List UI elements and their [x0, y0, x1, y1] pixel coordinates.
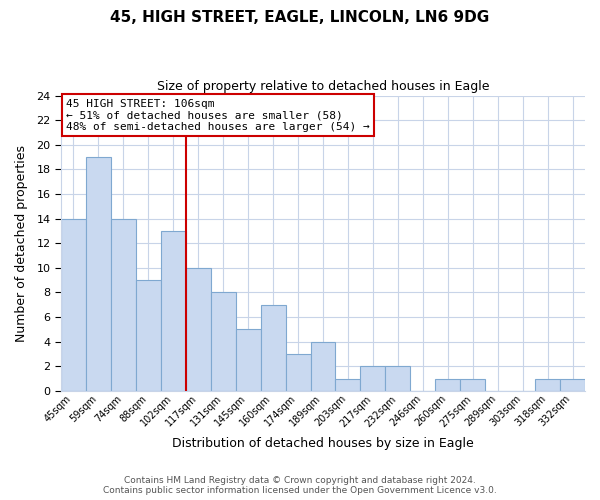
Bar — [136, 280, 161, 391]
X-axis label: Distribution of detached houses by size in Eagle: Distribution of detached houses by size … — [172, 437, 474, 450]
Text: Contains HM Land Registry data © Crown copyright and database right 2024.
Contai: Contains HM Land Registry data © Crown c… — [103, 476, 497, 495]
Bar — [435, 378, 460, 391]
Bar — [385, 366, 410, 391]
Bar — [211, 292, 236, 391]
Title: Size of property relative to detached houses in Eagle: Size of property relative to detached ho… — [157, 80, 489, 93]
Bar — [236, 330, 260, 391]
Bar — [535, 378, 560, 391]
Bar — [186, 268, 211, 391]
Bar — [460, 378, 485, 391]
Bar — [161, 231, 186, 391]
Bar — [361, 366, 385, 391]
Bar — [260, 304, 286, 391]
Bar — [311, 342, 335, 391]
Y-axis label: Number of detached properties: Number of detached properties — [15, 144, 28, 342]
Bar — [61, 218, 86, 391]
Bar — [560, 378, 585, 391]
Text: 45 HIGH STREET: 106sqm
← 51% of detached houses are smaller (58)
48% of semi-det: 45 HIGH STREET: 106sqm ← 51% of detached… — [66, 98, 370, 132]
Bar — [286, 354, 311, 391]
Bar — [111, 218, 136, 391]
Bar — [335, 378, 361, 391]
Bar — [86, 157, 111, 391]
Text: 45, HIGH STREET, EAGLE, LINCOLN, LN6 9DG: 45, HIGH STREET, EAGLE, LINCOLN, LN6 9DG — [110, 10, 490, 25]
